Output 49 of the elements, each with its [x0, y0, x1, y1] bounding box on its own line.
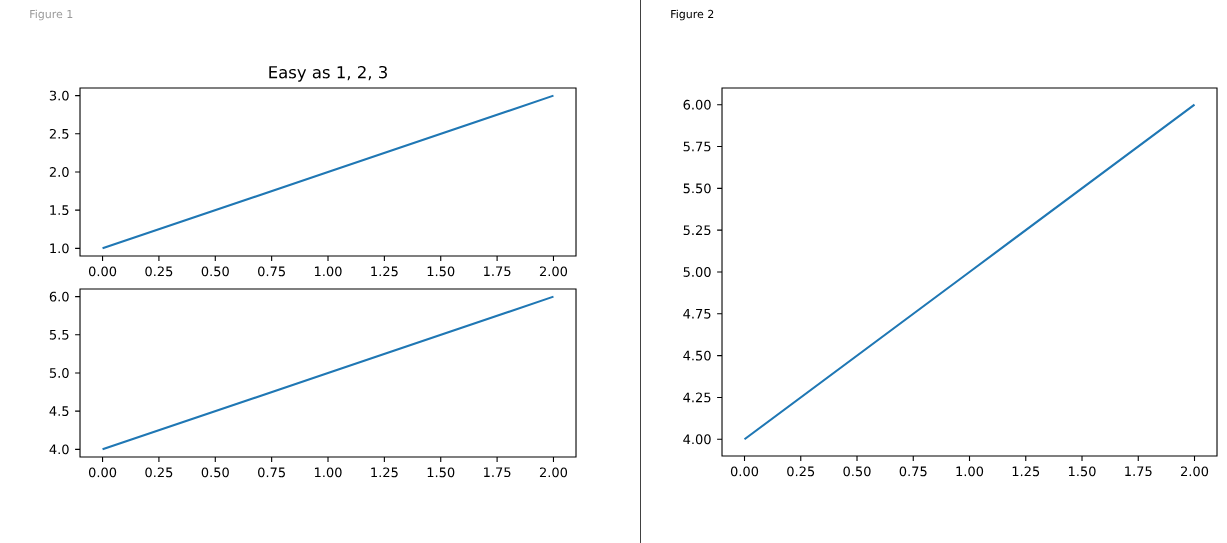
y-tick-label: 5.0 — [49, 368, 69, 378]
x-tick-label: 1.75 — [1125, 466, 1152, 477]
x-tick-label: 1.50 — [427, 467, 455, 478]
y-tick-label: 4.5 — [49, 406, 69, 416]
y-tick-label: 4.50 — [683, 350, 711, 361]
y-tick-label: 1.0 — [50, 243, 69, 254]
x-tick-label: 1.00 — [314, 266, 342, 277]
y-tick-label: 6.00 — [683, 99, 711, 110]
x-tick-label: 0.00 — [88, 266, 117, 277]
y-tick-label: 5.25 — [683, 225, 711, 236]
x-tick-label: 1.50 — [1068, 466, 1096, 477]
y-tick-label: 5.5 — [49, 329, 69, 340]
x-tick-label: 0.25 — [145, 467, 173, 478]
x-tick-label: 0.00 — [88, 467, 117, 478]
x-tick-label: 0.75 — [899, 466, 927, 477]
chart-title: Easy as 1, 2, 3 — [269, 65, 387, 82]
y-tick-label: 5.00 — [683, 267, 711, 277]
x-tick-label: 0.75 — [258, 266, 285, 277]
y-tick-label: 2.5 — [49, 128, 69, 139]
x-tick-label: 1.25 — [371, 467, 398, 478]
x-tick-label: 1.25 — [1012, 466, 1040, 477]
x-tick-label: 1.50 — [427, 266, 455, 277]
y-tick-label: 4.00 — [683, 434, 711, 445]
x-tick-label: 0.50 — [201, 467, 229, 478]
y-tick-label: 4.0 — [49, 444, 69, 455]
y-tick-label: 1.5 — [50, 205, 69, 215]
y-tick-label: 5.50 — [683, 183, 711, 194]
x-tick-label: 0.75 — [258, 467, 285, 478]
caption: Figure 2 — [671, 9, 714, 21]
x-tick-label: 1.00 — [314, 467, 342, 478]
x-tick-label: 1.75 — [484, 266, 511, 277]
y-tick-label: 6.0 — [49, 291, 69, 302]
x-tick-label: 1.25 — [371, 266, 398, 277]
x-tick-label: 1.00 — [956, 466, 984, 477]
y-tick-label: 5.75 — [683, 141, 711, 152]
x-tick-label: 0.50 — [201, 266, 229, 277]
x-tick-label: 1.75 — [484, 467, 511, 478]
caption: Figure 1 — [30, 9, 73, 21]
y-tick-label: 4.75 — [683, 308, 711, 319]
y-tick-label: 2.0 — [49, 167, 69, 177]
y-tick-label: 4.25 — [683, 392, 711, 403]
x-tick-label: 0.25 — [787, 466, 815, 477]
x-tick-label: 0.25 — [145, 266, 173, 277]
x-tick-label: 2.00 — [1180, 466, 1209, 477]
x-tick-label: 0.50 — [843, 466, 871, 477]
x-tick-label: 0.00 — [730, 466, 759, 477]
x-tick-label: 2.00 — [539, 266, 568, 277]
x-tick-label: 2.00 — [539, 467, 568, 478]
y-tick-label: 3.0 — [49, 90, 69, 101]
